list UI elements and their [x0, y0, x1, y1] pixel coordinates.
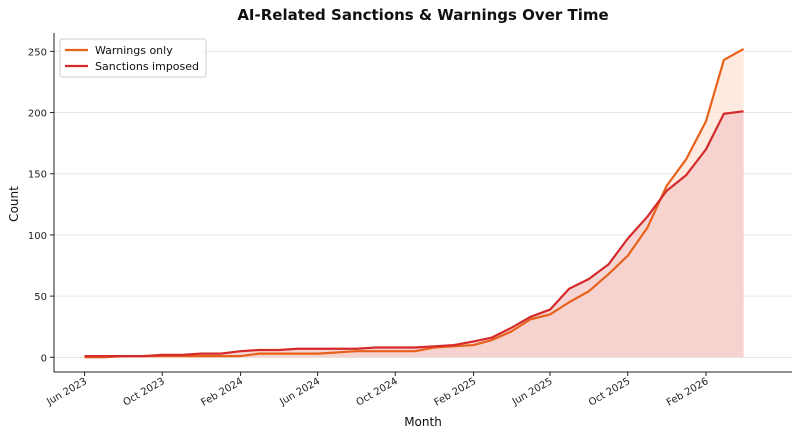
x-tick-label: Jun 2023	[44, 376, 89, 408]
legend: Warnings only Sanctions imposed	[59, 38, 207, 78]
chart-title: AI-Related Sanctions & Warnings Over Tim…	[237, 6, 608, 24]
y-ticks: 0 50 100 150 200 250	[28, 47, 54, 364]
y-axis-label: Count	[7, 186, 21, 222]
x-ticks: Jun 2023 Oct 2023 Feb 2024 Jun 2024 Oct 2024…	[44, 372, 711, 409]
y-tick-label: 50	[34, 292, 47, 303]
x-tick-label: Feb 2025	[432, 376, 478, 409]
legend-label-0: Warnings only	[95, 44, 173, 57]
series-fills	[84, 48, 744, 358]
y-tick-label: 150	[28, 170, 47, 181]
x-tick-label: Jun 2025	[510, 376, 555, 408]
x-tick-label: Oct 2024	[355, 376, 400, 408]
legend-box	[59, 38, 207, 78]
series-line-0	[84, 47, 745, 359]
x-tick-label: Feb 2026	[665, 376, 711, 409]
axes	[53, 33, 792, 373]
x-tick-label: Feb 2024	[199, 376, 245, 409]
y-tick-label: 250	[28, 47, 47, 58]
y-tick-label: 0	[41, 353, 47, 364]
x-tick-label: Oct 2025	[587, 376, 632, 408]
x-axis-label: Month	[404, 415, 442, 429]
legend-label-1: Sanctions imposed	[95, 60, 199, 73]
series-lines	[84, 47, 745, 359]
series-line-1	[84, 110, 744, 358]
y-tick-label: 100	[28, 231, 47, 242]
x-tick-label: Oct 2023	[121, 376, 166, 408]
x-tick-label: Jun 2024	[277, 376, 322, 408]
series-fill-1	[84, 111, 744, 358]
y-tick-label: 200	[28, 109, 47, 120]
